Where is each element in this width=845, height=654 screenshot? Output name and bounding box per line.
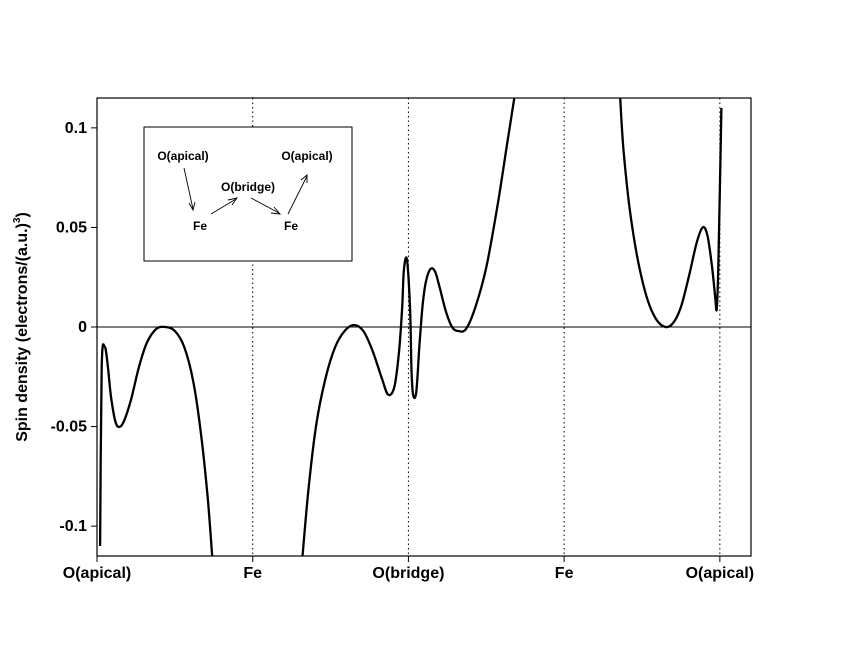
- inset-label: O(bridge): [221, 180, 275, 194]
- inset-label: Fe: [193, 219, 207, 233]
- x-tick-label: O(bridge): [372, 565, 444, 582]
- y-tick-label: -0.1: [59, 518, 87, 535]
- curve-segment-1: [301, 97, 516, 557]
- y-tick-label: -0.05: [51, 419, 88, 436]
- curve-segment-0: [98, 325, 214, 557]
- y-tick-label: 0.1: [65, 120, 87, 137]
- y-axis-ticks: 0.1 0.05 0 -0.05 -0.1: [51, 120, 97, 535]
- y-axis-label: Spin density (electrons/(a.u.)3): [12, 212, 31, 442]
- inset-label: Fe: [284, 219, 298, 233]
- x-tick-label: O(apical): [686, 565, 754, 582]
- spin-density-curve: [98, 97, 723, 557]
- x-axis-ticks: O(apical) Fe O(bridge) Fe O(apical): [63, 556, 754, 582]
- x-tick-label: O(apical): [63, 565, 131, 582]
- curve-segment-2: [619, 97, 723, 329]
- y-tick-label: 0: [78, 319, 87, 336]
- inset-label: O(apical): [157, 149, 208, 163]
- y-tick-label: 0.05: [56, 219, 87, 236]
- inset-label: O(apical): [281, 149, 332, 163]
- x-tick-label: Fe: [243, 565, 262, 582]
- x-tick-label: Fe: [555, 565, 574, 582]
- inset-legend-box: O(apical) O(bridge) O(apical) Fe Fe: [143, 126, 353, 262]
- inset-arrows: [183, 167, 308, 215]
